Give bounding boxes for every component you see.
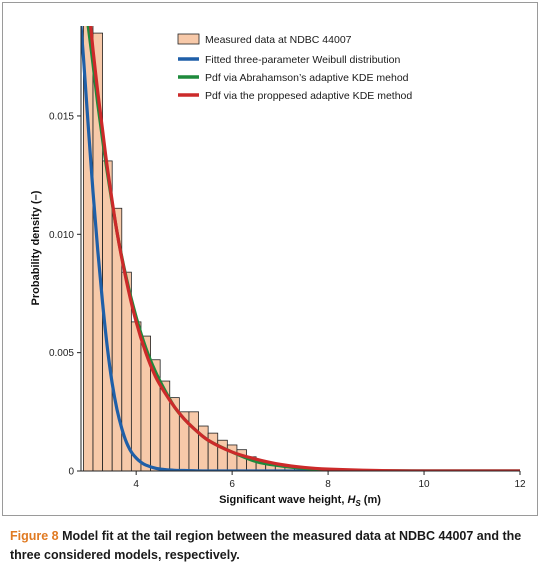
plot: 4 6 8 10 12 0 0.005 0.010 0.015 Significant wav… — [30, 26, 526, 508]
y-tick-label: 0 — [68, 467, 74, 478]
y-tick-label: 0.005 — [49, 348, 74, 359]
x-axis-title: Significant wave height, HS (m) — [219, 494, 381, 508]
figure-caption: Figure 8 Model fit at the tail region be… — [10, 527, 530, 565]
legend-label-proposed: Pdf via the proppesed adaptive KDE metho… — [205, 90, 412, 102]
legend-label-measured: Measured data at NDBC 44007 — [205, 34, 352, 46]
histogram-bar — [130, 321, 142, 471]
y-axis-ticks: 0 0.005 0.010 0.015 — [49, 111, 81, 478]
series-lines — [81, 26, 520, 471]
legend: Measured data at NDBC 44007 Fitted three… — [177, 33, 412, 102]
axes — [80, 26, 520, 472]
figure-label: Figure 8 — [10, 529, 59, 543]
x-tick-label: 12 — [514, 479, 526, 490]
histogram-bar — [188, 411, 199, 471]
y-tick-label: 0.010 — [49, 230, 74, 241]
x-tick-label: 8 — [325, 479, 331, 490]
legend-label-abrahamson: Pdf via Abrahamson’s adaptive KDE mehod — [205, 72, 409, 84]
x-tick-label: 4 — [133, 479, 139, 490]
proposed-kde-curve — [89, 26, 520, 471]
caption-text: Model fit at the tail region between the… — [10, 529, 522, 562]
x-tick-label: 10 — [418, 479, 430, 490]
legend-swatch-measured — [177, 33, 200, 45]
y-tick-label: 0.015 — [49, 111, 74, 122]
y-axis-title: Probability density (–) — [30, 190, 42, 305]
histogram-bar — [207, 432, 219, 471]
chart-frame: 4 6 8 10 12 0 0.005 0.010 0.015 Significant wav… — [2, 2, 538, 516]
weibull-curve — [81, 26, 520, 471]
x-axis-ticks: 4 6 8 10 12 — [133, 471, 526, 490]
legend-label-weibull: Fitted three-parameter Weibull distribut… — [205, 54, 400, 66]
x-tick-label: 6 — [229, 479, 235, 490]
